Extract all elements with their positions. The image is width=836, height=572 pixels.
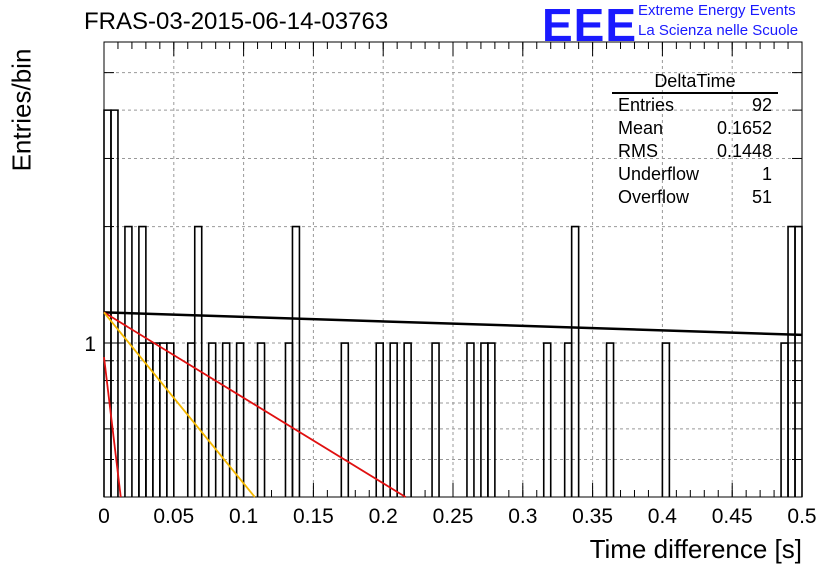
histogram-bin bbox=[110, 109, 119, 497]
histogram-bin bbox=[159, 342, 168, 497]
stats-row-mean: Mean 0.1652 bbox=[612, 117, 778, 140]
stats-row-rms: RMS 0.1448 bbox=[612, 140, 778, 163]
x-tick-label: 0.3 bbox=[508, 505, 537, 528]
histogram-bin bbox=[284, 342, 294, 497]
stats-value: 51 bbox=[751, 187, 772, 207]
histogram-bin bbox=[375, 342, 384, 497]
x-tick-label: 0.1 bbox=[229, 505, 258, 528]
grid bbox=[104, 42, 802, 497]
x-tick-label: 0.15 bbox=[293, 505, 334, 528]
stats-label: Mean bbox=[618, 118, 664, 138]
stats-label: Entries bbox=[618, 95, 675, 115]
histogram-bin bbox=[103, 109, 112, 497]
histogram-bin bbox=[166, 342, 175, 497]
logo-line-2: La Scienza nelle Scuole bbox=[638, 22, 799, 39]
stats-row-overflow: Overflow 51 bbox=[612, 186, 778, 209]
x-tick-label: 0.45 bbox=[712, 505, 753, 528]
histogram-bin bbox=[138, 342, 147, 497]
stats-value: 1 bbox=[761, 164, 772, 184]
histogram-bin bbox=[605, 342, 615, 497]
fit-line-red bbox=[103, 311, 407, 498]
stats-label: Underflow bbox=[618, 164, 700, 184]
stats-label: Overflow bbox=[618, 187, 690, 207]
eee-logo: EEE bbox=[542, 0, 638, 51]
x-tick-label: 0.25 bbox=[433, 505, 474, 528]
x-tick-label: 0 bbox=[98, 505, 110, 528]
histogram-bin bbox=[221, 342, 231, 497]
stats-value: 0.1652 bbox=[716, 118, 772, 138]
histogram-bin bbox=[787, 225, 796, 497]
x-tick-label: 0.2 bbox=[369, 505, 398, 528]
stats-title: DeltaTime bbox=[612, 70, 778, 94]
histogram-bin bbox=[291, 225, 301, 497]
y-axis: 1 bbox=[84, 72, 802, 461]
histogram-bin bbox=[389, 342, 398, 497]
histogram-bin bbox=[256, 342, 266, 497]
histogram-bin bbox=[542, 342, 552, 497]
histogram-bin bbox=[466, 342, 475, 497]
histogram-bin bbox=[340, 342, 350, 497]
histogram-bin bbox=[431, 342, 440, 497]
histogram-bin bbox=[780, 342, 789, 497]
stats-box: DeltaTime Entries 92 Mean 0.1652 RMS 0.1… bbox=[612, 70, 778, 209]
histogram-bin bbox=[193, 225, 203, 497]
histogram-bin bbox=[480, 342, 489, 497]
stats-value: 0.1448 bbox=[716, 141, 772, 161]
x-tick-label: 0.5 bbox=[787, 505, 816, 528]
histogram-bin bbox=[207, 342, 217, 497]
fit-line-orange bbox=[103, 311, 256, 498]
fit-lines bbox=[103, 311, 803, 498]
histogram-bin bbox=[563, 342, 573, 497]
stats-row-entries: Entries 92 bbox=[612, 94, 778, 117]
histogram-bin bbox=[124, 225, 133, 497]
x-tick-label: 0.4 bbox=[648, 505, 678, 528]
chart-title: FRAS-03-2015-06-14-03763 bbox=[84, 8, 389, 35]
histogram-bin bbox=[152, 342, 161, 497]
stats-label: RMS bbox=[618, 141, 658, 161]
histogram-bins bbox=[103, 109, 803, 497]
logo-line-1: Extreme Energy Events bbox=[638, 2, 796, 19]
x-axis: 0 0.05 0.1 0.15 0.2 0.25 0.3 0.35 0.4 0.45 0.5 bbox=[98, 42, 817, 528]
y-tick-label: 1 bbox=[84, 333, 96, 356]
fit-line-black bbox=[103, 311, 803, 337]
histogram-bin bbox=[794, 225, 803, 497]
stats-row-underflow: Underflow 1 bbox=[612, 163, 778, 186]
fit-line-red2 bbox=[103, 356, 122, 498]
stats-value: 92 bbox=[751, 95, 772, 115]
x-tick-label: 0.05 bbox=[153, 505, 194, 528]
histogram-bin bbox=[487, 342, 496, 497]
y-axis-label: Entries/bin bbox=[6, 48, 37, 172]
histogram-bin bbox=[403, 342, 412, 497]
x-axis-label: Time difference [s] bbox=[589, 534, 802, 564]
histogram-bin bbox=[235, 342, 245, 497]
x-tick-label: 0.35 bbox=[572, 505, 613, 528]
histogram-bin bbox=[570, 225, 580, 497]
histogram-bin bbox=[661, 342, 671, 497]
